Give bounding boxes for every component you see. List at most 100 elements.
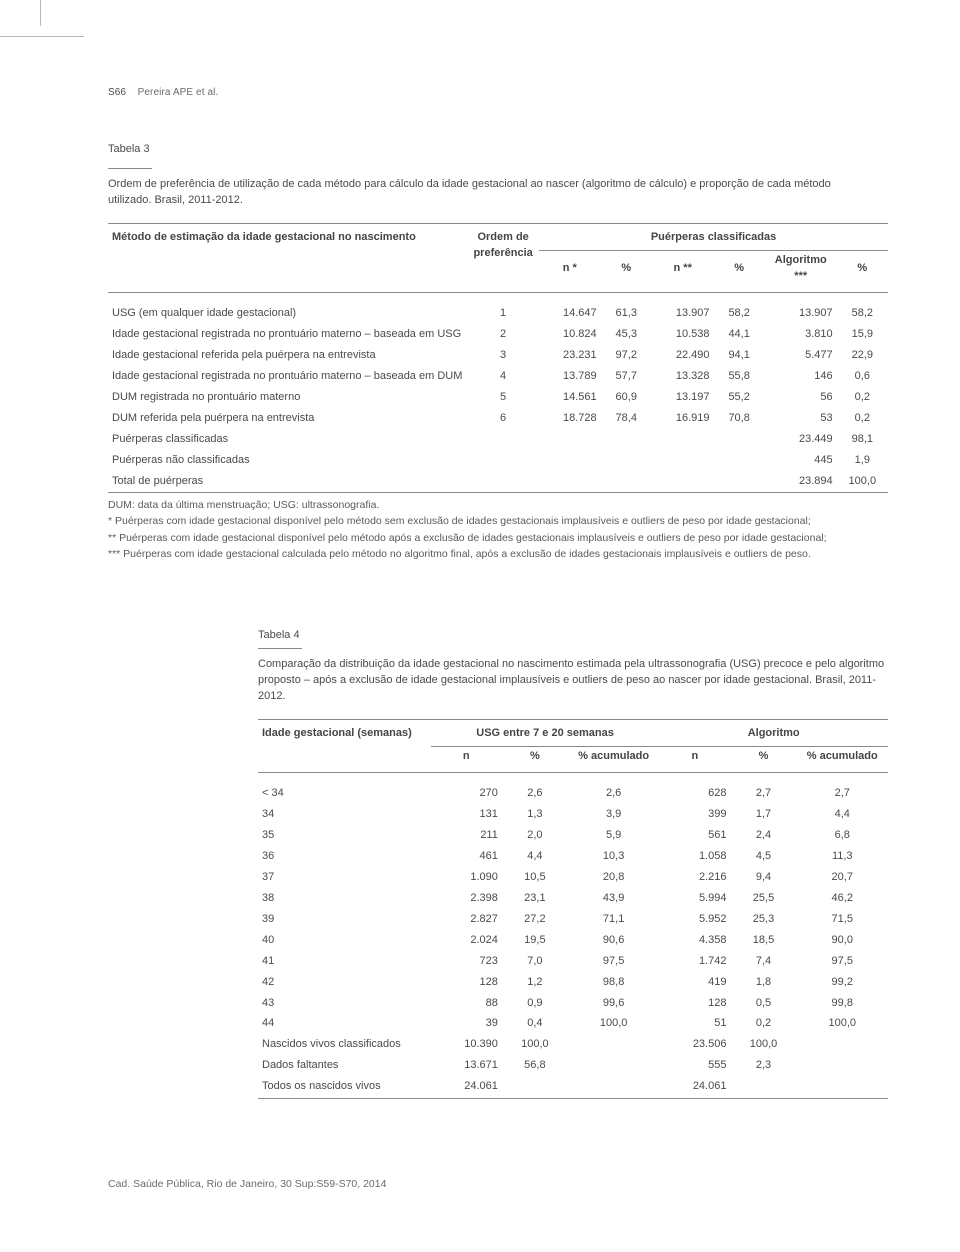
cell-metodo: Puérperas não classificadas (108, 450, 467, 471)
cell-sem: 34 (258, 805, 431, 826)
cell-ac (797, 1077, 888, 1098)
cell-sem: Dados faltantes (258, 1056, 431, 1077)
cell-p2: 44,1 (714, 325, 765, 346)
cell-sem: 36 (258, 846, 431, 867)
table-row: Dados faltantes13.67156,85552,3 (258, 1056, 888, 1077)
cell-n1 (539, 450, 601, 471)
cell-ap: 2,7 (730, 784, 796, 805)
cell-up: 2,6 (502, 784, 568, 805)
cell-ap: 2,4 (730, 826, 796, 847)
cell-n2 (652, 429, 714, 450)
cell-n2 (652, 471, 714, 492)
cell-ordem: 4 (467, 366, 539, 387)
cell-alg: 13.907 (765, 304, 837, 325)
t4-sh-5: % acumulado (807, 750, 878, 762)
cell-sem: 41 (258, 951, 431, 972)
cell-up: 56,8 (502, 1056, 568, 1077)
cell-ac: 71,5 (797, 909, 888, 930)
cell-ap: 7,4 (730, 951, 796, 972)
cell-n2: 22.490 (652, 346, 714, 367)
t3-h-puerp: Puérperas classificadas (651, 231, 776, 243)
t3-sh-5: % (857, 262, 867, 274)
cell-up: 1,3 (502, 805, 568, 826)
cell-un: 2.398 (431, 888, 502, 909)
table-row: Nascidos vivos classificados10.390100,02… (258, 1035, 888, 1056)
cell-p2 (714, 429, 765, 450)
cell-an: 4.358 (659, 930, 730, 951)
cell-metodo: Idade gestacional registrada no prontuár… (108, 325, 467, 346)
cell-uc: 97,5 (568, 951, 659, 972)
t3-sh-1: % (621, 262, 631, 274)
t3-h-ordem: Ordem de preferência (473, 231, 532, 259)
table-row: USG (em qualquer idade gestacional)114.6… (108, 304, 888, 325)
cell-up: 10,5 (502, 867, 568, 888)
cell-ap: 25,5 (730, 888, 796, 909)
cell-up: 4,4 (502, 846, 568, 867)
cell-metodo: Puérperas classificadas (108, 429, 467, 450)
cell-un: 131 (431, 805, 502, 826)
cell-alg: 3.810 (765, 325, 837, 346)
cell-an: 23.506 (659, 1035, 730, 1056)
table-row: 352112,05,95612,46,8 (258, 826, 888, 847)
cell-up: 100,0 (502, 1035, 568, 1056)
table3: Método de estimação da idade gestacional… (108, 223, 888, 493)
table3-block: Tabela 3 Ordem de preferência de utiliza… (108, 142, 888, 562)
table-row: < 342702,62,66282,72,7 (258, 784, 888, 805)
cell-ac: 90,0 (797, 930, 888, 951)
cell-ap: 0,5 (730, 993, 796, 1014)
page-number: S66 (108, 87, 126, 98)
cell-an: 561 (659, 826, 730, 847)
cell-an: 24.061 (659, 1077, 730, 1098)
cell-p2: 58,2 (714, 304, 765, 325)
cell-un: 461 (431, 846, 502, 867)
table4-label-rule (258, 648, 302, 649)
cell-un: 128 (431, 972, 502, 993)
cell-n2 (652, 450, 714, 471)
cell-uc (568, 1077, 659, 1098)
cell-n2: 13.328 (652, 366, 714, 387)
cell-palg: 1,9 (837, 450, 888, 471)
cell-p2: 70,8 (714, 408, 765, 429)
cell-p2: 55,8 (714, 366, 765, 387)
t4-h-left: Idade gestacional (semanas) (262, 727, 412, 739)
cell-metodo: DUM referida pela puérpera na entrevista (108, 408, 467, 429)
t3-sh-2: n ** (674, 262, 692, 274)
cell-ac: 100,0 (797, 1014, 888, 1035)
cell-un: 2.024 (431, 930, 502, 951)
cell-up: 23,1 (502, 888, 568, 909)
cell-p2: 94,1 (714, 346, 765, 367)
cell-n2: 16.919 (652, 408, 714, 429)
cell-ac: 20,7 (797, 867, 888, 888)
cell-ordem: 1 (467, 304, 539, 325)
t3-sh-4: Algoritmo *** (775, 254, 827, 282)
cell-p1: 97,2 (601, 346, 652, 367)
cell-ordem (467, 429, 539, 450)
cell-ac: 4,4 (797, 805, 888, 826)
cell-uc: 2,6 (568, 784, 659, 805)
cell-uc (568, 1056, 659, 1077)
cell-up: 1,2 (502, 972, 568, 993)
cell-p1 (601, 450, 652, 471)
cell-un: 211 (431, 826, 502, 847)
cell-sem: 43 (258, 993, 431, 1014)
cell-alg: 5.477 (765, 346, 837, 367)
page-footer: Cad. Saúde Pública, Rio de Janeiro, 30 S… (108, 1177, 386, 1192)
table4-label: Tabela 4 (258, 629, 300, 641)
cell-n1 (539, 471, 601, 492)
running-head: S66 Pereira APE et al. (108, 86, 218, 101)
table-row: 43880,999,61280,599,8 (258, 993, 888, 1014)
cell-an: 1.058 (659, 846, 730, 867)
cell-ap: 1,7 (730, 805, 796, 826)
cell-un: 24.061 (431, 1077, 502, 1098)
cell-uc: 98,8 (568, 972, 659, 993)
table-row: Todos os nascidos vivos24.06124.061 (258, 1077, 888, 1098)
t3-note-2: ** Puérperas com idade gestacional dispo… (108, 530, 888, 546)
t3-sh-3: % (734, 262, 744, 274)
t3-note-defs: DUM: data da última menstruação; USG: ul… (108, 497, 888, 513)
crop-tick-vertical (40, 0, 41, 26)
cell-n1: 13.789 (539, 366, 601, 387)
cell-alg: 445 (765, 450, 837, 471)
table-row: DUM registrada no prontuário materno514.… (108, 387, 888, 408)
cell-palg: 0,2 (837, 408, 888, 429)
cell-up: 2,0 (502, 826, 568, 847)
